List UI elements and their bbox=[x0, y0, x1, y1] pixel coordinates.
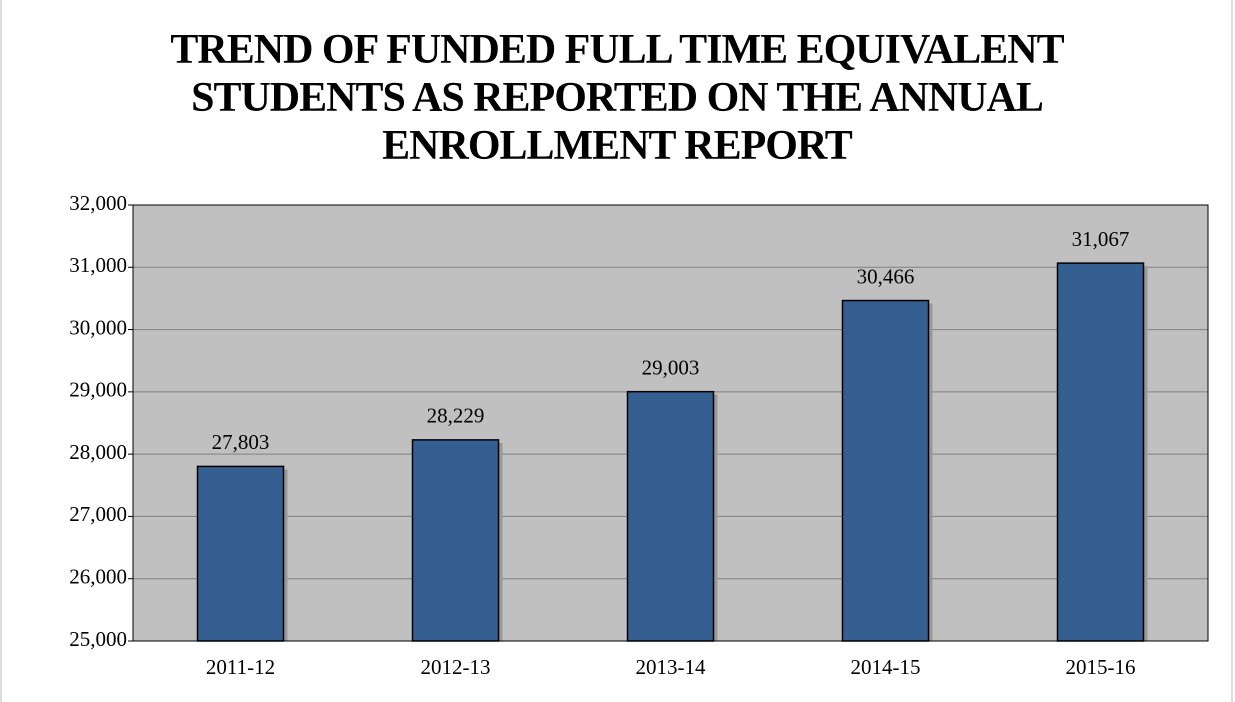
value-label: 29,003 bbox=[642, 355, 700, 379]
x-tick-label: 2014-15 bbox=[851, 655, 921, 679]
chart-title: TREND OF FUNDED FULL TIME EQUIVALENT STU… bbox=[170, 27, 1064, 169]
x-tick-label: 2015-16 bbox=[1066, 655, 1136, 679]
x-tick-label: 2011-12 bbox=[206, 655, 275, 679]
bar bbox=[841, 299, 930, 642]
bar bbox=[196, 465, 285, 642]
y-tick-label: 27,000 bbox=[69, 502, 127, 526]
value-label: 27,803 bbox=[212, 430, 270, 454]
y-tick-label: 31,000 bbox=[69, 253, 127, 277]
x-tick-label: 2013-14 bbox=[636, 655, 706, 679]
y-tick-label: 32,000 bbox=[69, 191, 127, 215]
bar bbox=[626, 390, 715, 642]
value-label: 30,466 bbox=[857, 264, 915, 288]
value-label: 31,067 bbox=[1072, 227, 1130, 251]
plot-border bbox=[132, 204, 1209, 642]
bar bbox=[1056, 262, 1145, 642]
value-label: 28,229 bbox=[427, 404, 485, 428]
bar bbox=[411, 439, 500, 642]
y-tick-label: 30,000 bbox=[69, 315, 127, 339]
y-tick-label: 29,000 bbox=[69, 378, 127, 402]
y-tick-label: 28,000 bbox=[69, 440, 127, 464]
y-tick-label: 25,000 bbox=[69, 627, 127, 651]
y-tick-label: 26,000 bbox=[69, 565, 127, 589]
x-tick-label: 2012-13 bbox=[421, 655, 491, 679]
